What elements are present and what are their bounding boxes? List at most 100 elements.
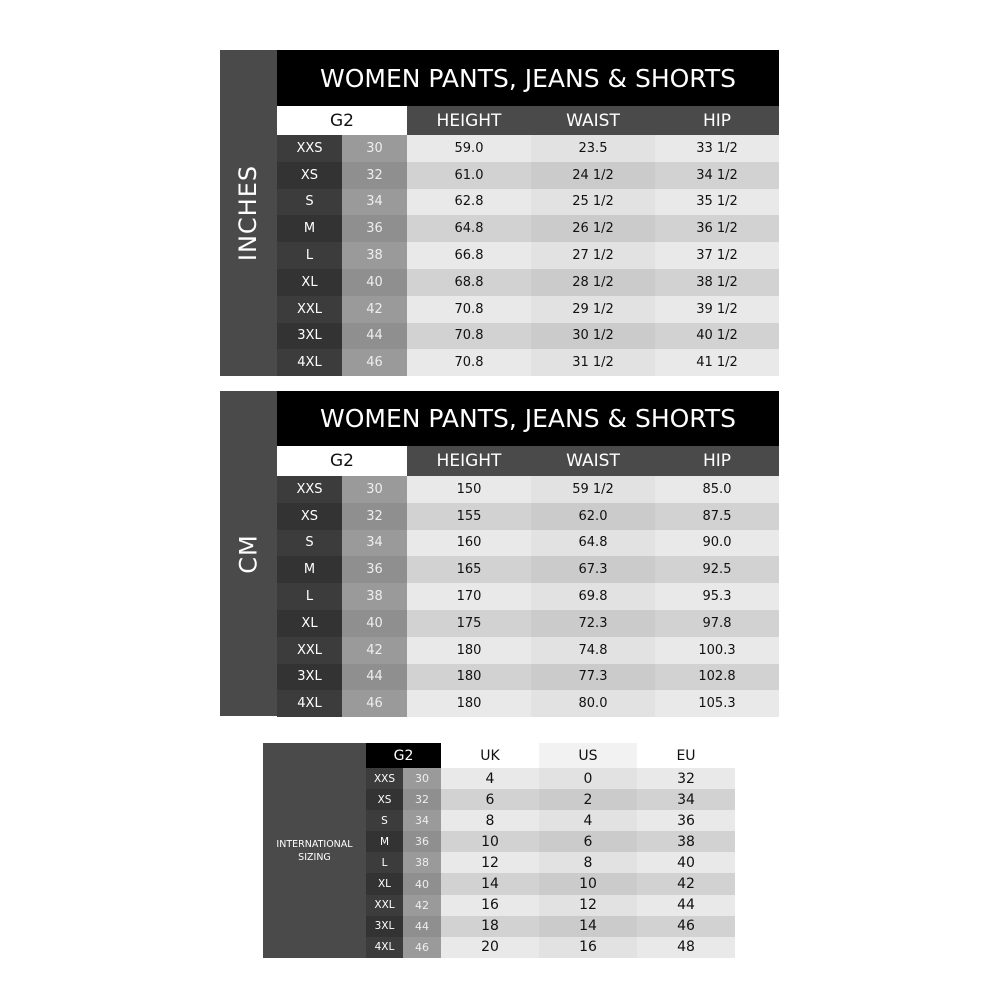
header-height: HEIGHT: [436, 451, 502, 471]
uk-cell: 6: [441, 789, 539, 811]
unit-label-text: INCHES: [234, 164, 263, 262]
hip-cell: 102.8: [655, 663, 779, 691]
eu-cell: 32: [637, 768, 735, 790]
eu-cell: 38: [637, 831, 735, 853]
size-cell: L: [277, 242, 342, 269]
size-cell: XL: [277, 268, 342, 296]
height-cell: 66.8: [407, 242, 531, 269]
table-row: XXL 42 16 12 44: [366, 894, 735, 916]
table-row: 3XL 44 18 14 46: [366, 915, 735, 937]
table-row: L 38 12 8 40: [366, 852, 735, 874]
table-row: 4XL 46 20 16 48: [366, 936, 735, 958]
table-row: XXS 30 4 0 32: [366, 768, 735, 790]
g2-cell: 38: [342, 583, 407, 610]
table-row: XL 40 14 10 42: [366, 873, 735, 895]
size-cell: M: [277, 215, 342, 243]
waist-cell: 27 1/2: [531, 242, 655, 269]
eu-cell: 42: [637, 873, 735, 895]
uk-cell: 4: [441, 768, 539, 790]
height-cell: 170: [407, 583, 531, 610]
us-cell: 4: [539, 810, 637, 832]
table-row: S 34 160 64.8 90.0: [277, 529, 779, 557]
size-cell: 3XL: [277, 322, 342, 350]
size-cell: M: [277, 556, 342, 584]
g2-cell: 42: [342, 295, 407, 323]
height-cell: 70.8: [407, 322, 531, 350]
g2-cell: 38: [342, 242, 407, 269]
g2-cell: 42: [342, 636, 407, 664]
us-cell: 12: [539, 894, 637, 916]
waist-cell: 69.8: [531, 583, 655, 610]
cm-size-table: CM WOMEN PANTS, JEANS & SHORTS G2 HEIGHT…: [220, 391, 779, 718]
eu-cell: 34: [637, 789, 735, 811]
header-hip: HIP: [702, 110, 732, 131]
height-cell: 64.8: [407, 215, 531, 243]
hip-cell: 33 1/2: [655, 135, 779, 162]
g2-cell: 42: [403, 894, 441, 916]
size-cell: 4XL: [366, 936, 403, 958]
g2-cell: 46: [403, 936, 441, 958]
table-row: 3XL 44 70.8 30 1/2 40 1/2: [277, 322, 779, 350]
header-row: G2 UK US EU: [366, 743, 735, 768]
table-row: XXL 42 70.8 29 1/2 39 1/2: [277, 295, 779, 323]
table-body: XXS 30 59.0 23.5 33 1/2 XS 32 61.0 24 1/2 34 1/2 S…: [277, 135, 779, 377]
header-row: G2 HEIGHT WAIST HIP: [277, 446, 779, 476]
eu-cell: 40: [637, 852, 735, 874]
size-cell: L: [277, 583, 342, 610]
size-cell: XL: [277, 609, 342, 637]
hip-cell: 39 1/2: [655, 295, 779, 323]
height-cell: 180: [407, 663, 531, 691]
size-cell: M: [366, 831, 403, 853]
us-cell: 14: [539, 915, 637, 937]
uk-cell: 12: [441, 852, 539, 874]
table-row: M 36 64.8 26 1/2 36 1/2: [277, 215, 779, 243]
table-row: 4XL 46 180 80.0 105.3: [277, 690, 779, 718]
size-cell: S: [277, 529, 342, 557]
hip-cell: 36 1/2: [655, 215, 779, 243]
size-cell: 4XL: [277, 690, 342, 718]
size-cell: XS: [277, 502, 342, 530]
g2-cell: 44: [342, 322, 407, 350]
table-row: XXS 30 59.0 23.5 33 1/2: [277, 135, 779, 162]
header-waist: WAIST: [566, 110, 620, 131]
table-row: XL 40 68.8 28 1/2 38 1/2: [277, 268, 779, 296]
hip-cell: 95.3: [655, 583, 779, 610]
uk-cell: 18: [441, 915, 539, 937]
g2-cell: 38: [403, 852, 441, 874]
height-cell: 160: [407, 529, 531, 557]
eu-cell: 48: [637, 936, 735, 958]
table-row: XL 40 175 72.3 97.8: [277, 609, 779, 637]
waist-cell: 59 1/2: [531, 476, 655, 503]
header-g2: G2: [277, 106, 407, 135]
waist-cell: 74.8: [531, 636, 655, 664]
table-row: M 36 165 67.3 92.5: [277, 556, 779, 584]
hip-cell: 35 1/2: [655, 188, 779, 216]
inches-size-table: INCHES WOMEN PANTS, JEANS & SHORTS G2 HE…: [220, 50, 779, 377]
size-cell: S: [277, 188, 342, 216]
waist-cell: 80.0: [531, 690, 655, 718]
size-cell: 3XL: [277, 663, 342, 691]
us-cell: 6: [539, 831, 637, 853]
size-cell: XXS: [277, 476, 342, 503]
hip-cell: 41 1/2: [655, 349, 779, 377]
size-cell: S: [366, 810, 403, 832]
table-row: 4XL 46 70.8 31 1/2 41 1/2: [277, 349, 779, 377]
waist-cell: 25 1/2: [531, 188, 655, 216]
header-g2: G2: [277, 446, 407, 476]
international-sizing-table: INTERNATIONAL SIZING G2 UK US EU XXS 30 4 0 3…: [263, 743, 736, 958]
g2-cell: 44: [403, 915, 441, 937]
g2-cell: 40: [342, 609, 407, 637]
size-cell: XS: [366, 789, 403, 811]
us-cell: 16: [539, 936, 637, 958]
waist-cell: 62.0: [531, 502, 655, 530]
eu-cell: 36: [637, 810, 735, 832]
header-waist: WAIST: [566, 451, 620, 471]
g2-cell: 32: [342, 161, 407, 189]
height-cell: 68.8: [407, 268, 531, 296]
height-cell: 70.8: [407, 349, 531, 377]
waist-cell: 30 1/2: [531, 322, 655, 350]
us-cell: 8: [539, 852, 637, 874]
waist-cell: 23.5: [531, 135, 655, 162]
g2-cell: 36: [403, 831, 441, 853]
size-cell: XXL: [366, 894, 403, 916]
